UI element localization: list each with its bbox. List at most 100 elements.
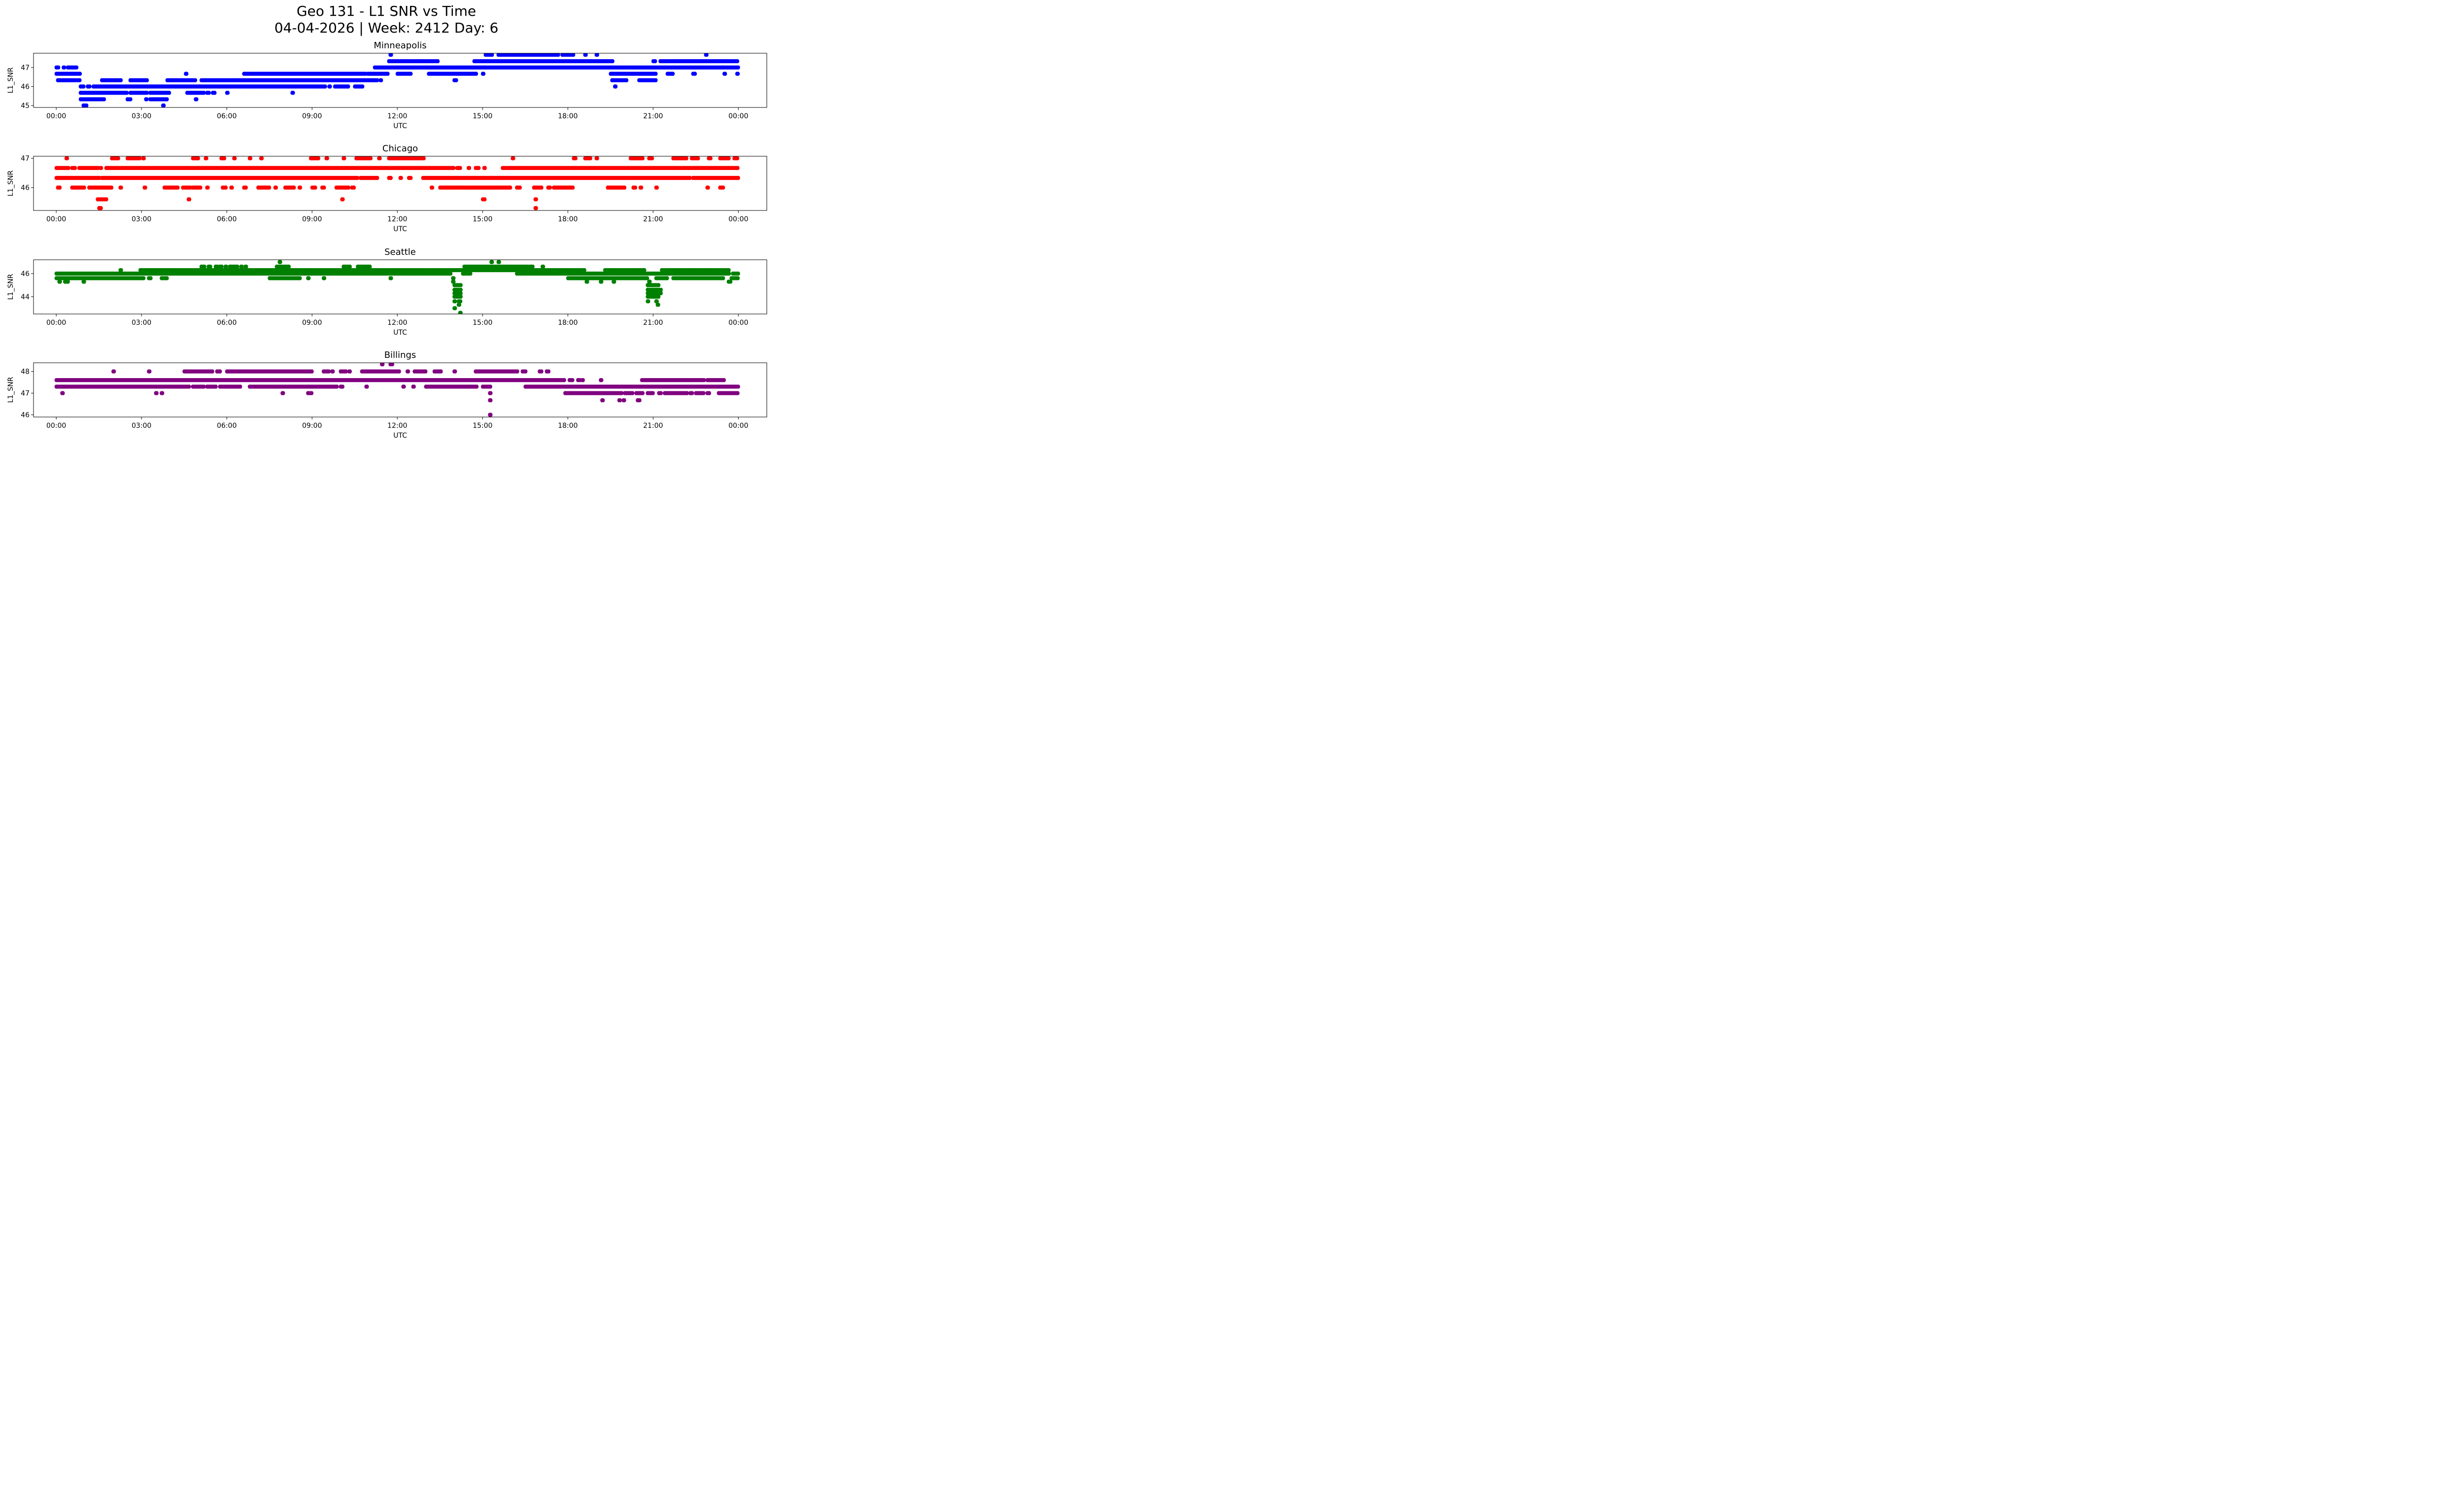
data-point <box>378 156 382 161</box>
data-point <box>66 279 70 284</box>
data-point <box>721 276 725 280</box>
data-point <box>230 185 234 190</box>
data-point <box>647 299 650 304</box>
data-point <box>325 156 329 161</box>
y-tick-label: 46 <box>21 184 30 192</box>
data-point <box>376 78 379 82</box>
data-point <box>194 78 198 82</box>
data-point <box>119 185 123 190</box>
data-point <box>389 53 393 57</box>
data-point <box>518 185 522 190</box>
data-point <box>611 59 615 64</box>
data-point <box>73 166 77 170</box>
data-point <box>453 299 457 304</box>
x-tick-label: 00:00 <box>728 215 748 223</box>
y-axis-label: L1_SNR <box>7 170 15 196</box>
data-point <box>67 166 70 170</box>
y-tick-label: 47 <box>21 155 30 163</box>
data-point <box>706 185 710 190</box>
data-points <box>54 156 740 210</box>
y-axis-label: L1_SNR <box>7 67 15 93</box>
data-point <box>469 271 473 276</box>
x-tick-label: 09:00 <box>302 112 322 120</box>
data-point <box>452 276 456 280</box>
data-point <box>346 84 350 89</box>
data-point <box>299 185 303 190</box>
data-point <box>422 156 426 161</box>
data-point <box>347 185 351 190</box>
data-point <box>497 260 501 264</box>
data-point <box>453 369 457 374</box>
data-point <box>278 260 282 264</box>
data-point <box>459 283 463 287</box>
data-point <box>459 311 463 314</box>
x-tick-label: 00:00 <box>728 112 748 120</box>
data-point <box>556 53 560 57</box>
data-point <box>397 369 401 374</box>
data-point <box>459 294 463 299</box>
data-point <box>85 103 89 107</box>
x-axis-label: UTC <box>393 329 407 337</box>
data-point <box>693 71 697 76</box>
data-point <box>643 268 647 273</box>
data-point <box>103 97 106 102</box>
data-point <box>57 65 61 70</box>
data-point <box>490 53 494 57</box>
data-point <box>342 156 346 161</box>
data-point <box>162 103 166 107</box>
data-point <box>655 185 659 190</box>
data-point <box>112 369 116 374</box>
data-point <box>149 276 153 280</box>
y-tick-label: 45 <box>21 102 30 110</box>
data-point <box>584 53 588 57</box>
data-point <box>78 78 82 82</box>
panel-minneapolis: 00:00 03:00 06:00 09:00 12:00 15:00 18:00 21:00… <box>7 40 767 130</box>
data-point <box>449 271 453 276</box>
data-point <box>100 166 103 170</box>
data-point <box>356 175 359 180</box>
data-point <box>439 369 443 374</box>
data-point <box>274 185 278 190</box>
data-point <box>531 264 535 269</box>
data-point <box>386 71 390 76</box>
data-point <box>705 53 709 57</box>
data-point <box>244 264 248 269</box>
data-point <box>483 197 487 202</box>
data-point <box>224 185 228 190</box>
data-point <box>145 91 149 95</box>
data-point <box>58 185 62 190</box>
data-point <box>99 206 103 210</box>
x-tick-label: 00:00 <box>46 112 66 120</box>
data-point <box>125 91 129 95</box>
data-point <box>249 156 253 161</box>
y-tick-label: 44 <box>21 293 30 301</box>
data-point <box>665 276 669 280</box>
data-point <box>348 264 352 269</box>
data-point <box>331 369 335 374</box>
data-point <box>390 363 394 367</box>
data-point <box>368 264 372 269</box>
data-point <box>352 185 356 190</box>
data-point <box>260 156 264 161</box>
data-point <box>736 59 740 64</box>
data-point <box>727 156 731 161</box>
data-point <box>585 279 589 284</box>
data-point <box>233 156 237 161</box>
data-point <box>736 156 740 161</box>
data-point <box>613 279 616 284</box>
data-point <box>684 156 688 161</box>
x-tick-label: 12:00 <box>387 215 407 223</box>
figure-title: Geo 131 - L1 SNR vs Time 04-04-2026 | We… <box>0 3 773 36</box>
data-point <box>207 91 211 95</box>
y-tick-label: 46 <box>21 270 30 278</box>
x-axis-label: UTC <box>393 225 407 233</box>
data-point <box>656 303 660 307</box>
x-tick-label: 00:00 <box>46 215 66 223</box>
data-point <box>381 363 385 367</box>
data-point <box>298 276 302 280</box>
data-point <box>206 185 210 190</box>
x-tick-label: 00:00 <box>728 319 748 327</box>
data-point <box>650 156 654 161</box>
data-point <box>142 156 146 161</box>
data-point <box>165 276 169 280</box>
